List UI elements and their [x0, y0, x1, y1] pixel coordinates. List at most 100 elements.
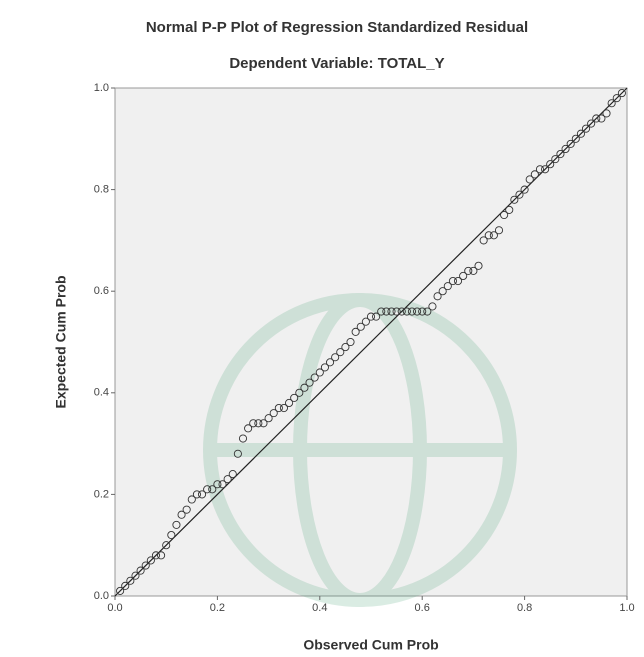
data-point	[397, 307, 406, 316]
data-point	[525, 175, 534, 184]
data-point	[305, 378, 314, 387]
data-point	[453, 276, 463, 286]
data-point	[474, 261, 483, 270]
data-point	[182, 505, 191, 514]
data-point	[438, 287, 447, 296]
x-tick-label: 0.8	[517, 602, 532, 614]
data-point	[505, 205, 514, 214]
data-point	[331, 353, 340, 362]
data-point	[213, 480, 222, 489]
data-point	[351, 327, 360, 336]
y-tick-label: 0.4	[94, 387, 109, 399]
data-point	[489, 231, 498, 240]
data-point	[238, 434, 248, 443]
data-point	[157, 551, 166, 560]
data-point	[377, 307, 386, 316]
data-point	[203, 485, 212, 494]
data-point	[361, 317, 370, 326]
data-point	[423, 307, 432, 316]
data-point	[597, 114, 606, 123]
chart-title: Normal P-P Plot of Regression Standardiz…	[146, 19, 528, 36]
data-point	[382, 307, 391, 316]
data-point	[443, 282, 452, 291]
y-axis-label: Expected Cum Prob	[53, 275, 69, 408]
data-point	[121, 581, 130, 590]
x-tick-label: 0.6	[415, 602, 430, 614]
data-point	[418, 307, 427, 316]
data-point	[510, 195, 519, 204]
data-point	[269, 409, 278, 418]
data-point	[300, 383, 309, 392]
data-point	[172, 520, 181, 529]
data-point	[366, 312, 376, 321]
data-point	[612, 94, 621, 103]
data-point	[151, 551, 161, 560]
data-point	[285, 398, 294, 408]
data-point	[249, 419, 258, 428]
data-point	[116, 586, 125, 595]
data-point	[541, 165, 550, 174]
data-point	[592, 114, 601, 123]
data-point	[177, 510, 186, 519]
data-point	[561, 144, 570, 154]
y-tick-label: 0.0	[94, 590, 109, 602]
data-point	[126, 576, 135, 585]
data-point	[341, 343, 350, 352]
data-point	[259, 419, 268, 428]
data-point	[469, 266, 478, 275]
data-point	[546, 160, 555, 169]
data-point	[218, 480, 227, 489]
chart-subtitle: Dependent Variable: TOTAL_Y	[229, 55, 444, 72]
data-point	[228, 470, 237, 479]
data-point	[131, 571, 140, 580]
data-point	[264, 414, 273, 423]
x-tick-label: 1.0	[619, 602, 634, 614]
data-point	[279, 403, 289, 413]
x-tick-label: 0.0	[107, 602, 122, 614]
data-point	[146, 556, 155, 565]
data-point	[602, 109, 611, 118]
data-point	[136, 566, 145, 575]
y-tick-label: 0.2	[94, 488, 109, 500]
data-point	[479, 236, 488, 245]
data-point	[520, 185, 529, 194]
data-point	[295, 388, 304, 397]
data-point	[336, 348, 345, 357]
y-tick-label: 0.6	[94, 285, 109, 297]
data-point	[428, 302, 437, 311]
data-point	[607, 99, 616, 108]
data-point	[500, 210, 509, 220]
data-point	[448, 276, 457, 286]
data-point	[535, 165, 545, 174]
y-tick-label: 1.0	[94, 82, 109, 94]
data-point	[192, 490, 201, 499]
data-point	[617, 89, 626, 98]
data-point	[310, 373, 319, 382]
data-point	[433, 292, 442, 301]
data-point	[346, 337, 355, 347]
data-point	[141, 561, 150, 570]
data-point	[566, 139, 575, 148]
data-point	[187, 495, 196, 504]
data-point	[392, 307, 401, 316]
data-point	[233, 449, 242, 458]
data-point	[274, 403, 283, 413]
data-point	[162, 541, 171, 550]
data-point	[356, 322, 365, 331]
data-point	[581, 124, 591, 133]
data-point	[551, 155, 560, 164]
data-point	[556, 149, 565, 159]
data-point	[208, 485, 217, 494]
data-point	[402, 307, 411, 316]
data-point	[530, 170, 539, 179]
y-tick-label: 0.8	[94, 184, 109, 196]
data-point	[244, 424, 253, 433]
data-point	[413, 307, 422, 316]
data-point	[223, 475, 232, 484]
data-point	[197, 490, 207, 499]
data-point	[587, 119, 596, 128]
data-point	[515, 190, 524, 199]
data-point	[459, 271, 468, 281]
data-point	[494, 226, 504, 235]
data-point	[290, 393, 299, 402]
